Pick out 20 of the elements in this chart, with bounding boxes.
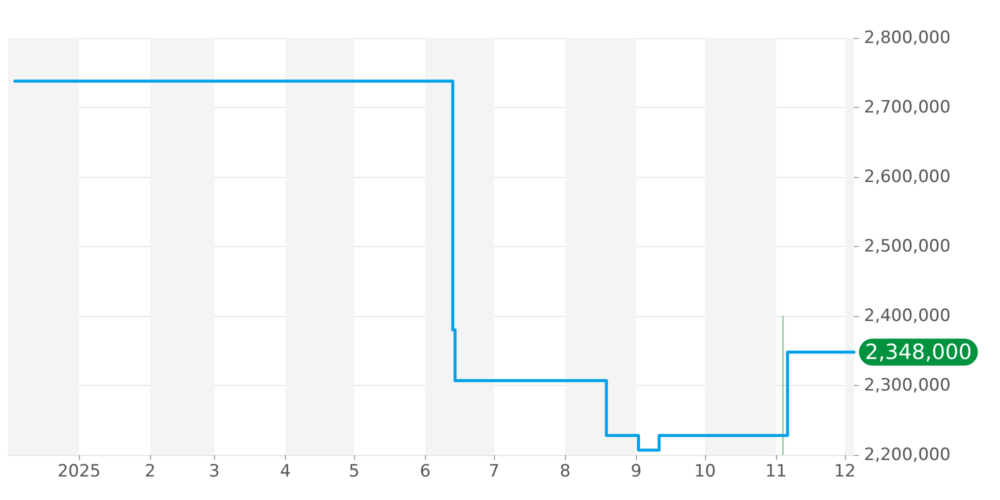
x-tick-label: 2025: [57, 462, 101, 482]
y-tick-label: 2,200,000: [864, 445, 951, 465]
x-tick-label: 10: [694, 462, 716, 482]
data-label: 2,348,000: [865, 340, 972, 364]
x-tick-label: 6: [420, 462, 431, 482]
y-tick-label: 2,800,000: [864, 28, 951, 48]
y-tick-label: 2,300,000: [864, 376, 951, 396]
x-tick-label: 4: [280, 462, 291, 482]
y-tick-label: 2,500,000: [864, 236, 951, 256]
x-tick-label: 3: [208, 462, 220, 482]
x-tick-label: 7: [488, 462, 500, 482]
x-tick-label: 2: [144, 462, 156, 482]
y-tick-label: 2,700,000: [864, 98, 951, 118]
x-tick-label: 11: [765, 462, 787, 482]
x-tick-label: 12: [834, 462, 856, 482]
x-tick-label: 8: [560, 462, 571, 482]
y-tick-label: 2,600,000: [864, 167, 951, 187]
x-tick-label: 5: [348, 462, 360, 482]
y-tick-label: 2,400,000: [864, 306, 951, 326]
x-tick-label: 9: [630, 462, 642, 482]
